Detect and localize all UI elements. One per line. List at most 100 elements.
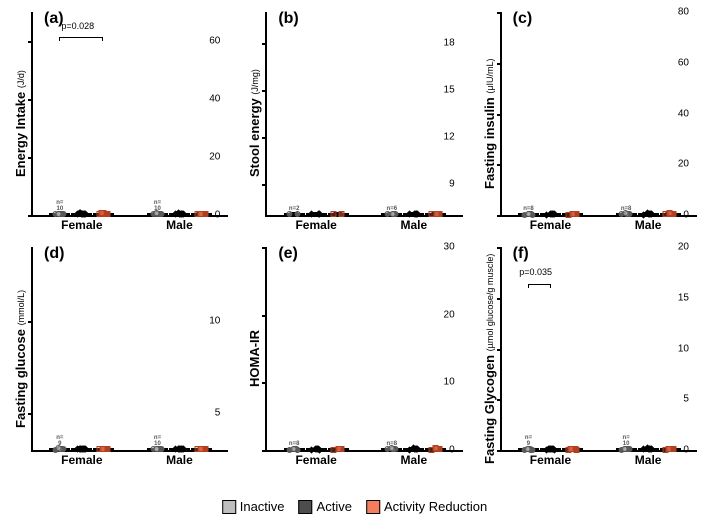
bar: n=10 [169, 213, 190, 215]
y-axis-label: Fasting glucose (mmol/L) [12, 247, 29, 470]
data-point [331, 211, 337, 217]
y-axis-label: Fasting Glycogen (µmol glucose/g muscle) [481, 247, 498, 470]
x-group-label: Female [530, 218, 571, 232]
bar-group: Malen=10n=10n=10 [147, 213, 212, 215]
y-axis-label: Stool energy (J/mg) [246, 12, 263, 235]
bar: n=11 [71, 213, 92, 215]
data-point [666, 446, 672, 452]
data-point [622, 446, 628, 452]
bar: n=6 [403, 213, 424, 215]
bar: n=7 [562, 213, 583, 215]
data-point [56, 445, 62, 451]
data-point [338, 211, 344, 217]
bar: n=8 [518, 213, 539, 215]
chart-area: 0204060Femalen=10n=11n=11Malen=10n=10n=1… [31, 12, 228, 217]
data-point [153, 210, 159, 216]
bar: n=4 [306, 213, 327, 215]
data-point [667, 210, 673, 216]
bar: n=3 [328, 213, 349, 215]
panel-d: (d)Fasting glucose (mmol/L)510Femalen=9n… [12, 243, 228, 470]
data-point [197, 446, 203, 452]
bar: n=8 [540, 213, 561, 215]
bar: n=11 [93, 213, 114, 215]
x-group-label: Female [530, 453, 571, 467]
legend-inactive: Inactive [222, 499, 285, 514]
bar-group: Femalen=8n=8n=7 [284, 448, 349, 450]
p-value-label: p=0.035 [519, 267, 552, 277]
x-group-label: Female [61, 453, 102, 467]
bar-group: Malen=8n=8n=8 [381, 448, 446, 450]
x-group-label: Female [295, 453, 336, 467]
panel-e: (e)HOMA-IR0102030Femalen=8n=8n=7Malen=8n… [246, 243, 462, 470]
x-group-label: Male [400, 218, 427, 232]
legend-label-reduction: Activity Reduction [384, 499, 487, 514]
bar: n=6 [425, 213, 446, 215]
data-point [153, 446, 159, 452]
bar: n=8 [381, 448, 402, 450]
bar: n=10 [147, 448, 168, 450]
bar-group: Malen=6n=6n=6 [381, 213, 446, 215]
bar: n=11 [71, 448, 92, 450]
data-point [567, 446, 573, 452]
data-point [336, 446, 342, 452]
bar: n=10 [93, 448, 114, 450]
bar: n=10 [169, 448, 190, 450]
data-point [295, 211, 301, 217]
chart-area: 020406080Femalen=8n=8n=7Malen=8n=8n=8 [500, 12, 697, 217]
bar: n=10 [616, 448, 637, 450]
panel-f: (f)Fasting Glycogen (µmol glucose/g musc… [481, 243, 697, 470]
legend: Inactive Active Activity Reduction [222, 499, 488, 514]
chart-area: 510Femalen=9n=11n=10Malen=10n=10n=10 [31, 247, 228, 452]
data-point [390, 211, 396, 217]
y-axis-label: Energy Intake (J/d) [12, 12, 29, 235]
bar: n=8 [403, 448, 424, 450]
bar-group: Femalen=8n=8n=7 [518, 213, 583, 215]
bar-group: Femalen=9n=11n=10 [49, 448, 114, 450]
data-point [525, 211, 531, 217]
p-value-label: p=0.028 [61, 21, 94, 31]
bar: n=9 [638, 448, 659, 450]
data-point [525, 446, 531, 452]
swatch-reduction [366, 500, 380, 514]
bar: n=11 [562, 448, 583, 450]
data-point [287, 211, 293, 217]
legend-label-inactive: Inactive [240, 499, 285, 514]
bar-group: Femalen=2n=4n=3 [284, 213, 349, 215]
chart-area: 9121518Femalen=2n=4n=3Malen=6n=6n=6 [265, 12, 462, 217]
data-point [55, 211, 61, 217]
bar: n=7 [328, 448, 349, 450]
bar: n=10 [660, 448, 681, 450]
x-group-label: Male [166, 453, 193, 467]
bar-group: Malen=10n=10n=10 [147, 448, 212, 450]
x-group-label: Female [61, 218, 102, 232]
bar: n=8 [284, 448, 305, 450]
data-point [433, 445, 439, 451]
legend-label-active: Active [317, 499, 352, 514]
panel-b: (b)Stool energy (J/mg)9121518Femalen=2n=… [246, 8, 462, 235]
x-group-label: Male [635, 218, 662, 232]
bar: n=10 [191, 448, 212, 450]
legend-active: Active [299, 499, 352, 514]
bar-group: Femalen=9n=11n=11 [518, 448, 583, 450]
legend-reduction: Activity Reduction [366, 499, 487, 514]
data-point [99, 210, 105, 216]
panel-a: (a)Energy Intake (J/d)0204060Femalen=10n… [12, 8, 228, 235]
bar-group: Malen=8n=8n=8 [616, 213, 681, 215]
y-axis-label: Fasting insulin (μIU/mL) [481, 12, 498, 235]
x-group-label: Male [166, 218, 193, 232]
x-group-label: Male [635, 453, 662, 467]
bar: n=8 [660, 213, 681, 215]
bar: n=9 [518, 448, 539, 450]
bar: n=10 [49, 213, 70, 215]
data-point [623, 210, 629, 216]
bar: n=6 [381, 213, 402, 215]
bar: n=9 [49, 448, 70, 450]
bar: n=10 [191, 213, 212, 215]
y-axis-label: HOMA-IR [246, 247, 263, 470]
bar: n=8 [638, 213, 659, 215]
x-group-label: Female [295, 218, 336, 232]
data-point [99, 446, 105, 452]
chart-area: 05101520Femalen=9n=11n=11Malen=10n=9n=10… [500, 247, 697, 452]
data-point [570, 211, 576, 217]
data-point [434, 211, 440, 217]
